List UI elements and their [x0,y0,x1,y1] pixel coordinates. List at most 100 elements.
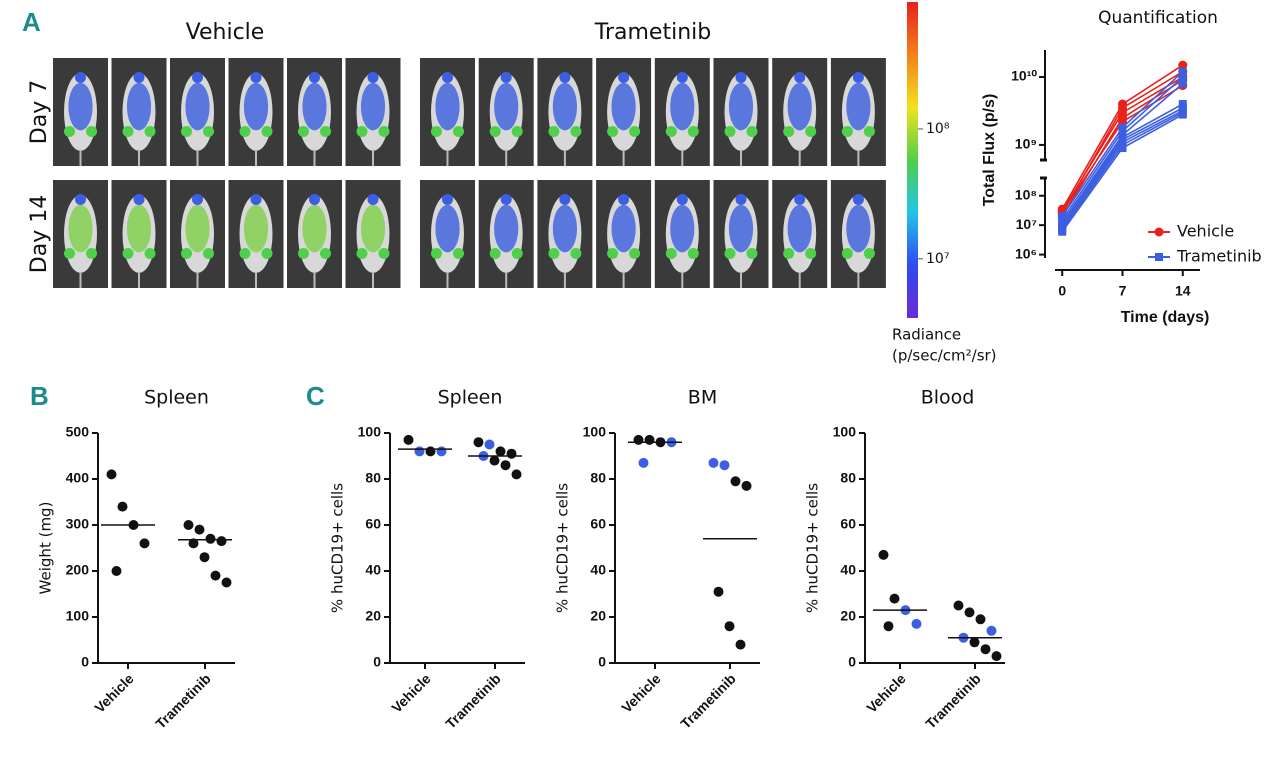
signal [724,247,736,259]
signal [500,193,512,205]
signal [863,125,875,137]
signal [863,247,875,259]
y-tick-label: 500 [66,424,90,440]
point [1178,110,1187,119]
y-tick-label: 10⁶ [1015,245,1037,261]
signal [494,82,519,131]
signal [618,193,630,205]
signal [629,125,641,137]
signal [805,247,817,259]
y-tick-label: 20 [365,608,381,624]
signal [320,247,331,259]
point [1118,144,1127,153]
dot [741,480,752,491]
dot [964,607,975,618]
signal [728,204,754,253]
y-tick-label: 0 [81,654,89,670]
signal [559,193,571,205]
signal [494,204,519,253]
signal [192,71,203,83]
signal [360,82,386,131]
signal [302,82,327,131]
legend-marker [1154,227,1164,237]
signal [185,204,210,253]
signal [442,193,453,205]
y-tick-label: 0 [848,654,856,670]
signal [728,82,754,131]
signal [122,125,134,137]
y-tick-label: 10⁸ [1015,186,1037,202]
signal [367,193,379,205]
signal [559,71,571,83]
signal [360,204,386,253]
signal [548,125,560,137]
panel-label: C [306,381,325,411]
x-tick-label: Trametinib [677,670,738,731]
dot [106,469,117,480]
signal [68,204,93,253]
y-axis-label: % huCD19+ cells [329,483,347,613]
x-tick-label: 7 [1119,283,1127,299]
signal [676,71,688,83]
dot [878,549,889,560]
y-tick-label: 20 [590,608,606,624]
y-axis-label: Total Flux (p/s) [981,94,998,207]
signal [852,193,864,205]
y-tick-label: 60 [590,516,606,532]
signal [511,125,523,137]
colorbar-tick-label: 10⁸ [926,121,950,137]
signal [570,125,582,137]
signal [431,125,442,137]
dot [117,501,128,512]
signal [611,204,636,253]
chart-title: Quantification [1098,8,1218,28]
dot [403,434,414,445]
signal [846,204,871,253]
signal [320,125,331,137]
signal [435,82,460,131]
colorbar-title: Radiance [892,326,961,344]
dot [111,566,122,576]
signal [435,204,460,253]
signal [852,71,864,83]
signal [746,125,758,137]
dot [911,618,922,629]
x-tick-label: Trametinib [152,670,213,731]
legend-label: Trametinib [1176,247,1262,266]
chart-title: Spleen [144,387,209,409]
signal [243,82,269,131]
dot [980,644,991,655]
signal [665,125,677,137]
dot [139,538,150,549]
signal [378,125,390,137]
signal [670,82,695,131]
dot [500,460,511,471]
y-tick-label: 80 [840,470,856,486]
signal [618,71,630,83]
signal [86,125,97,137]
signal [687,247,699,259]
signal [724,125,736,137]
signal [442,71,453,83]
colorbar-title: (p/sec/cm²/sr) [892,347,997,365]
y-tick-label: 20 [840,608,856,624]
signal [181,247,192,259]
signal [846,82,871,131]
y-axis-label: % huCD19+ cells [554,483,572,613]
chart-title: Blood [921,387,975,409]
x-tick-label: Vehicle [863,670,909,716]
signal [250,71,262,83]
legend-marker [1155,253,1163,261]
point [1058,227,1067,236]
signal [133,71,145,83]
signal [670,204,695,253]
signal [309,71,320,83]
x-tick-label: Trametinib [922,670,983,731]
dot [969,637,980,648]
signal [250,193,262,205]
x-tick-label: 0 [1058,283,1066,299]
signal [378,247,390,259]
signal [607,247,619,259]
signal [787,204,812,253]
